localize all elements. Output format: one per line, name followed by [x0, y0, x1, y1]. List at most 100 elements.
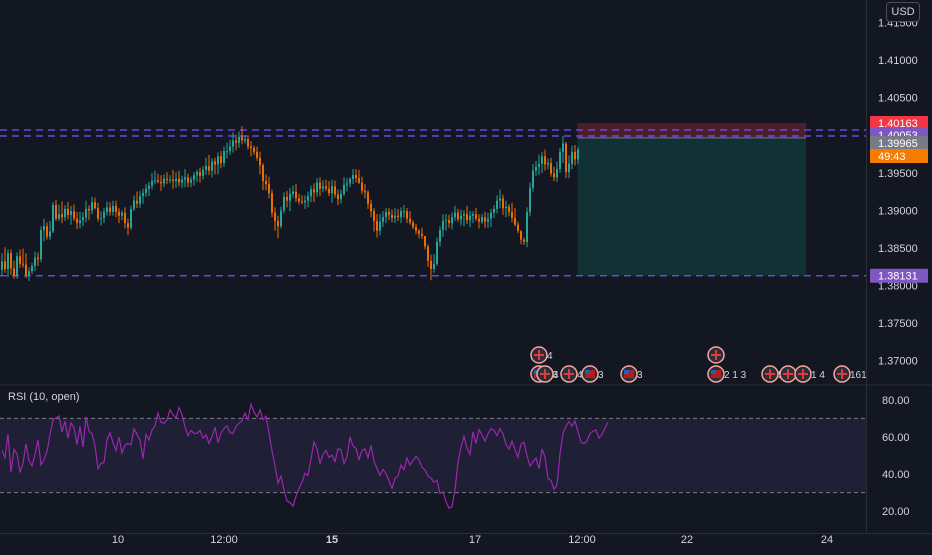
price-label: 1.40163	[870, 116, 928, 131]
event-count: 1 4	[811, 370, 825, 381]
candle-body	[163, 178, 165, 184]
event-count: 161	[850, 370, 867, 381]
candle	[163, 174, 165, 188]
candle-body	[268, 184, 270, 194]
candle	[475, 208, 477, 221]
event-marker[interactable]: 4	[530, 346, 553, 364]
candle-body	[478, 218, 480, 222]
candle-body	[43, 226, 45, 230]
candle	[181, 175, 183, 188]
candle	[7, 249, 9, 278]
candle	[313, 183, 315, 203]
candle-body	[352, 175, 354, 179]
candle	[550, 157, 552, 177]
candle-body	[484, 217, 486, 222]
candle-body	[382, 217, 384, 222]
event-marker[interactable]	[707, 346, 725, 364]
candle	[94, 197, 96, 210]
candle	[322, 180, 324, 193]
candle-body	[577, 149, 579, 160]
candle-body	[409, 218, 411, 223]
price-axis[interactable]: 1.415001.410001.405001.395001.390001.385…	[878, 18, 918, 519]
candle-body	[361, 182, 363, 191]
candle	[13, 260, 15, 279]
candle-body	[385, 211, 387, 218]
candle	[208, 154, 210, 176]
candle	[346, 178, 348, 192]
candle	[358, 169, 360, 185]
candle-body	[112, 205, 114, 212]
candle	[373, 208, 375, 232]
stop-loss-zone[interactable]	[577, 123, 807, 138]
event-marker[interactable]: 3	[581, 365, 604, 383]
take-profit-zone[interactable]	[577, 137, 807, 276]
candle	[19, 249, 21, 268]
price-tick-label: 1.39000	[878, 205, 918, 217]
event-count: 4	[577, 370, 583, 381]
candle-body	[244, 139, 246, 141]
event-marker[interactable]: 4 4	[536, 365, 567, 383]
time-axis[interactable]: 10 12:00 15 17 12:00 22 24	[112, 534, 833, 546]
candle	[337, 189, 339, 206]
candle	[283, 192, 285, 214]
candle	[85, 200, 87, 223]
candle	[505, 200, 507, 218]
currency-badge[interactable]: USD	[886, 2, 920, 22]
horizontal-lines-layer[interactable]	[0, 129, 866, 277]
candle-body	[1, 261, 3, 270]
candle-body	[265, 181, 267, 185]
candle	[292, 185, 294, 198]
candle-body	[229, 146, 231, 152]
candle-body	[496, 200, 498, 209]
candle-body	[574, 151, 576, 160]
price-tick-label: 1.38500	[878, 243, 918, 255]
candle-body	[34, 257, 36, 267]
event-marker[interactable]: 1 4	[794, 365, 825, 383]
event-marker[interactable]: 161	[833, 365, 867, 383]
event-marker[interactable]: 4	[560, 365, 583, 383]
candle-body	[148, 185, 150, 189]
candle	[556, 161, 558, 182]
event-marker[interactable]: 3	[620, 365, 643, 383]
candle-body	[256, 151, 258, 158]
candle-body	[427, 246, 429, 261]
candle	[295, 184, 297, 203]
candle-body	[187, 177, 189, 183]
candle	[340, 189, 342, 204]
candle-body	[55, 205, 57, 219]
candle-body	[193, 175, 195, 180]
candle-body	[145, 188, 147, 194]
candle-body	[367, 192, 369, 204]
candle-body	[157, 180, 159, 182]
candle-body	[331, 186, 333, 194]
candle-body	[553, 173, 555, 178]
event-marker[interactable]: 2 1 3	[707, 365, 747, 383]
candle	[460, 209, 462, 226]
candle-body	[79, 220, 81, 224]
candle	[31, 263, 33, 275]
candle	[61, 201, 63, 224]
candle	[76, 211, 78, 230]
candle	[4, 247, 6, 273]
candle	[70, 205, 72, 225]
candle	[394, 208, 396, 224]
candle-body	[388, 211, 390, 215]
rsi-indicator-title[interactable]: RSI (10, open)	[8, 391, 80, 403]
candle-body	[400, 211, 402, 218]
candle	[79, 211, 81, 229]
candle	[115, 200, 117, 218]
candle	[310, 185, 312, 203]
position-tool-layer[interactable]	[0, 0, 932, 534]
candle-body	[514, 217, 516, 225]
candle	[496, 195, 498, 214]
candle	[64, 205, 66, 221]
candle-body	[547, 163, 549, 165]
candle	[127, 218, 129, 236]
candle	[262, 163, 264, 191]
candle	[370, 199, 372, 218]
candle-body	[373, 211, 375, 221]
candle-body	[16, 256, 18, 276]
